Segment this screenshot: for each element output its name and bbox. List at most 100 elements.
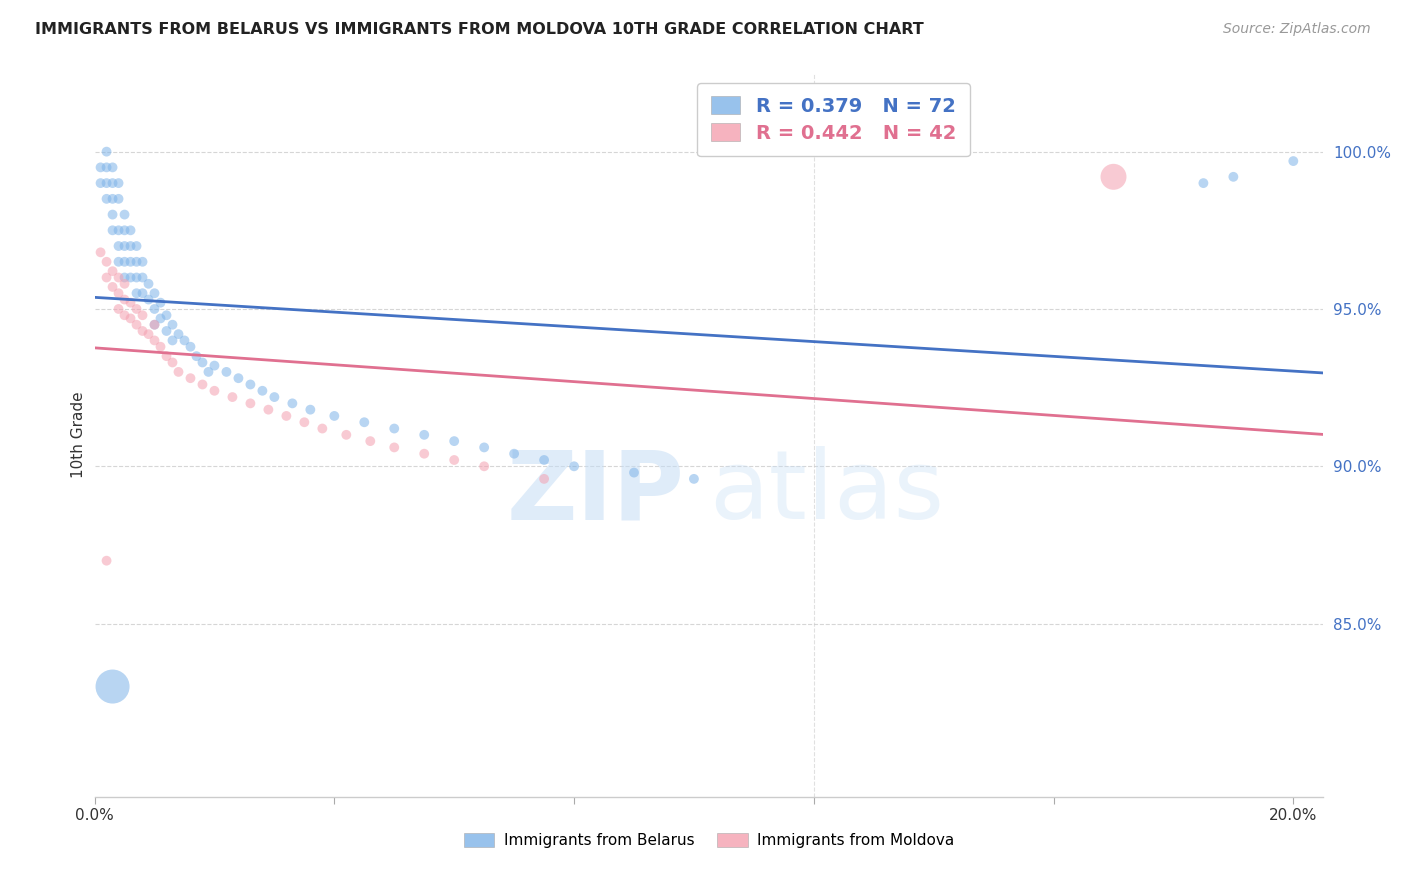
Point <box>143 318 166 332</box>
Point <box>155 349 177 363</box>
Point <box>114 308 136 322</box>
Point <box>125 239 148 253</box>
Point <box>125 286 148 301</box>
Point <box>162 355 184 369</box>
Point <box>204 359 226 373</box>
Point <box>96 192 118 206</box>
Text: IMMIGRANTS FROM BELARUS VS IMMIGRANTS FROM MOLDOVA 10TH GRADE CORRELATION CHART: IMMIGRANTS FROM BELARUS VS IMMIGRANTS FR… <box>35 22 924 37</box>
Point <box>149 311 172 326</box>
Point <box>138 327 160 342</box>
Point <box>292 415 315 429</box>
Text: Source: ZipAtlas.com: Source: ZipAtlas.com <box>1223 22 1371 37</box>
Point <box>131 286 153 301</box>
Point <box>120 270 142 285</box>
Point <box>221 390 243 404</box>
Point <box>120 295 142 310</box>
Point <box>138 277 160 291</box>
Point <box>335 427 357 442</box>
Point <box>107 192 129 206</box>
Point <box>413 447 436 461</box>
Point <box>239 377 262 392</box>
Point <box>143 286 166 301</box>
Point <box>107 239 129 253</box>
Point <box>107 301 129 316</box>
Point <box>125 254 148 268</box>
Point <box>114 293 136 307</box>
Point <box>125 318 148 332</box>
Point <box>114 254 136 268</box>
Point <box>90 176 112 190</box>
Point <box>533 472 555 486</box>
Point <box>101 208 124 222</box>
Point <box>1222 169 1244 184</box>
Point <box>107 223 129 237</box>
Point <box>215 365 238 379</box>
Point <box>443 453 465 467</box>
Point <box>179 371 201 385</box>
Point <box>101 223 124 237</box>
Point <box>149 295 172 310</box>
Point <box>114 208 136 222</box>
Point <box>382 421 405 435</box>
Point <box>173 334 195 348</box>
Point <box>101 264 124 278</box>
Point <box>1282 154 1305 169</box>
Point <box>101 280 124 294</box>
Point <box>155 308 177 322</box>
Point <box>125 301 148 316</box>
Y-axis label: 10th Grade: 10th Grade <box>72 392 86 478</box>
Point <box>472 459 495 474</box>
Point <box>359 434 381 449</box>
Point <box>143 334 166 348</box>
Point <box>228 371 250 385</box>
Point <box>96 145 118 159</box>
Point <box>138 293 160 307</box>
Point <box>96 270 118 285</box>
Point <box>114 277 136 291</box>
Point <box>96 161 118 175</box>
Point <box>96 554 118 568</box>
Point <box>311 421 333 435</box>
Point <box>533 453 555 467</box>
Point <box>143 301 166 316</box>
Point <box>155 324 177 338</box>
Point <box>90 161 112 175</box>
Point <box>443 434 465 449</box>
Point <box>562 459 585 474</box>
Point <box>167 327 190 342</box>
Point <box>131 254 153 268</box>
Point <box>191 377 214 392</box>
Point <box>191 355 214 369</box>
Point <box>239 396 262 410</box>
Point <box>197 365 219 379</box>
Point <box>382 441 405 455</box>
Point <box>299 402 322 417</box>
Point <box>101 176 124 190</box>
Point <box>107 286 129 301</box>
Point <box>179 340 201 354</box>
Point <box>167 365 190 379</box>
Point <box>114 270 136 285</box>
Point <box>107 270 129 285</box>
Point <box>131 308 153 322</box>
Point <box>120 239 142 253</box>
Point <box>90 245 112 260</box>
Point <box>263 390 285 404</box>
Point <box>353 415 375 429</box>
Point <box>107 254 129 268</box>
Text: atlas: atlas <box>709 446 943 540</box>
Point <box>623 466 645 480</box>
Point <box>101 161 124 175</box>
Point <box>120 254 142 268</box>
Point <box>204 384 226 398</box>
Point <box>1192 176 1215 190</box>
Point <box>143 318 166 332</box>
Point <box>162 334 184 348</box>
Point <box>114 239 136 253</box>
Point <box>101 680 124 694</box>
Point <box>257 402 280 417</box>
Point <box>107 176 129 190</box>
Point <box>683 472 706 486</box>
Text: ZIP: ZIP <box>506 446 685 540</box>
Point <box>131 270 153 285</box>
